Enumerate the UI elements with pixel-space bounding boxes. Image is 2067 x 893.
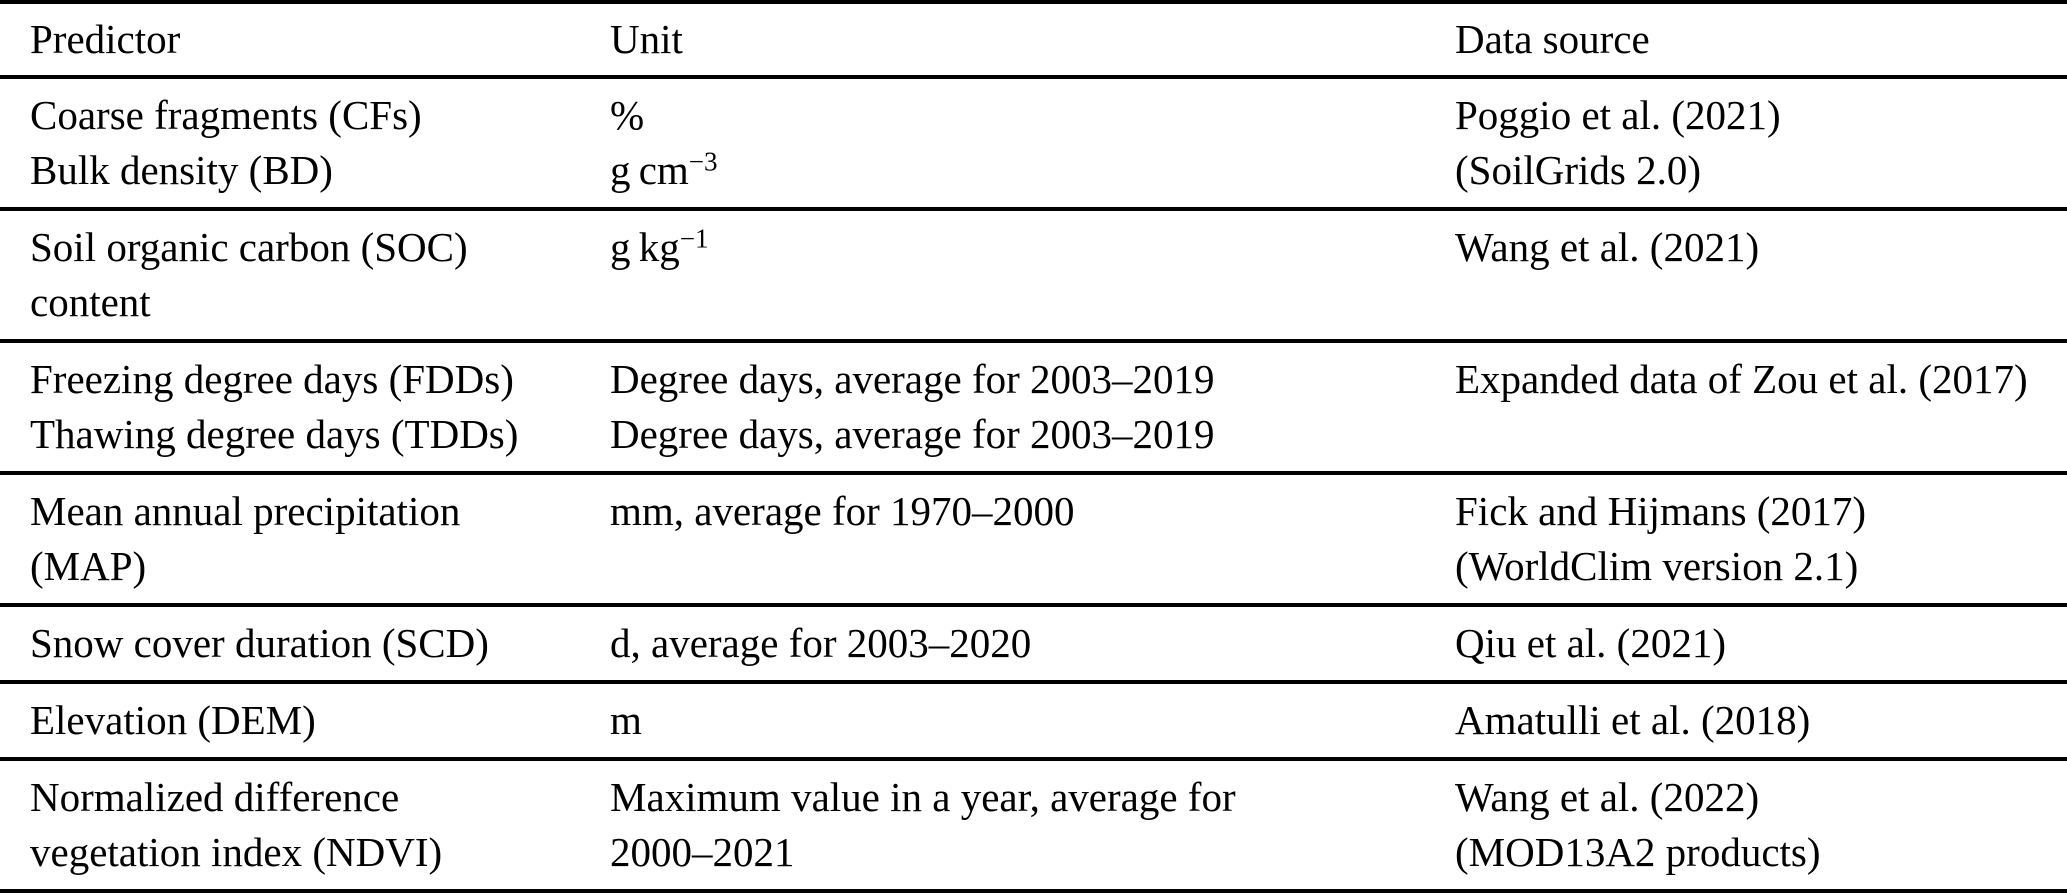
unit-line: d, average for 2003–2020 [610,620,1032,666]
header-predictor: Predictor [30,16,181,62]
unit-cell: m [610,682,1455,759]
unit-line: Degree days, average for 2003–2019 [610,411,1215,457]
predictor-line: vegetation index (NDVI) [30,829,443,875]
table-row: Elevation (DEM) m Amatulli et al. (2018) [0,682,2067,759]
unit-text: g cm [610,147,689,193]
predictor-cell: Normalized difference vegetation index (… [0,759,610,891]
header-data-source: Data source [1455,16,1650,62]
data-source-cell: Poggio et al. (2021) (SoilGrids 2.0) [1455,77,2067,209]
data-source-line: Qiu et al. (2021) [1455,620,1726,666]
predictor-cell: Elevation (DEM) [0,682,610,759]
predictor-line: Coarse fragments (CFs) [30,92,422,138]
unit-line: m [610,697,642,743]
predictor-line: (MAP) [30,543,147,589]
data-source-cell: Expanded data of Zou et al. (2017) [1455,341,2067,473]
unit-cell: g kg−1 [610,209,1455,341]
data-source-line: (WorldClim version 2.1) [1455,543,1859,589]
predictor-cell: Mean annual precipitation (MAP) [0,473,610,605]
predictor-cell: Snow cover duration (SCD) [0,605,610,682]
data-source-line: (MOD13A2 products) [1455,829,1821,875]
data-source-line: Fick and Hijmans (2017) [1455,488,1867,534]
unit-exponent: −1 [679,223,709,254]
data-source-line: Wang et al. (2022) [1455,774,1760,820]
unit-cell: mm, average for 1970–2000 [610,473,1455,605]
table-row: Normalized difference vegetation index (… [0,759,2067,891]
table-row: Coarse fragments (CFs) Bulk density (BD)… [0,77,2067,209]
predictor-cell: Freezing degree days (FDDs) Thawing degr… [0,341,610,473]
predictor-line: content [30,279,151,325]
data-source-cell: Qiu et al. (2021) [1455,605,2067,682]
unit-line: Degree days, average for 2003–2019 [610,356,1215,402]
data-source-cell: Fick and Hijmans (2017) (WorldClim versi… [1455,473,2067,605]
unit-exponent: −3 [688,146,718,177]
header-row: Predictor Unit Data source [0,2,2067,77]
unit-text: g kg [610,224,680,270]
predictor-line: Soil organic carbon (SOC) [30,224,468,270]
data-source-line: Amatulli et al. (2018) [1455,697,1811,743]
table-row: Freezing degree days (FDDs) Thawing degr… [0,341,2067,473]
predictor-line: Elevation (DEM) [30,697,316,743]
table-row: Snow cover duration (SCD) d, average for… [0,605,2067,682]
header-unit: Unit [610,16,683,62]
predictor-line: Freezing degree days (FDDs) [30,356,514,402]
predictor-cell: Soil organic carbon (SOC) content [0,209,610,341]
predictor-line: Bulk density (BD) [30,147,333,193]
unit-cell: d, average for 2003–2020 [610,605,1455,682]
unit-text: % [610,92,645,138]
unit-line: % [610,88,1445,143]
data-source-cell: Wang et al. (2022) (MOD13A2 products) [1455,759,2067,891]
table-row: Mean annual precipitation (MAP) mm, aver… [0,473,2067,605]
data-source-line: Poggio et al. (2021) [1455,92,1781,138]
unit-line: 2000–2021 [610,829,795,875]
unit-line: mm, average for 1970–2000 [610,488,1075,534]
unit-line: g cm−3 [610,143,1445,198]
data-source-line: Expanded data of Zou et al. (2017) [1455,356,2028,402]
table-row: Soil organic carbon (SOC) content g kg−1… [0,209,2067,341]
unit-cell: Degree days, average for 2003–2019 Degre… [610,341,1455,473]
data-source-line: (SoilGrids 2.0) [1455,147,1701,193]
predictor-line: Thawing degree days (TDDs) [30,411,519,457]
predictor-line: Mean annual precipitation [30,488,461,534]
predictor-line: Normalized difference [30,774,400,820]
data-source-line: Wang et al. (2021) [1455,224,1760,270]
data-source-cell: Wang et al. (2021) [1455,209,2067,341]
unit-line: Maximum value in a year, average for [610,774,1236,820]
unit-cell: Maximum value in a year, average for 200… [610,759,1455,891]
predictor-line: Snow cover duration (SCD) [30,620,489,666]
data-source-cell: Amatulli et al. (2018) [1455,682,2067,759]
unit-cell: % g cm−3 [610,77,1455,209]
predictor-cell: Coarse fragments (CFs) Bulk density (BD) [0,77,610,209]
table-header: Predictor Unit Data source [0,2,2067,77]
unit-line: g kg−1 [610,220,1445,275]
table-body: Coarse fragments (CFs) Bulk density (BD)… [0,77,2067,891]
